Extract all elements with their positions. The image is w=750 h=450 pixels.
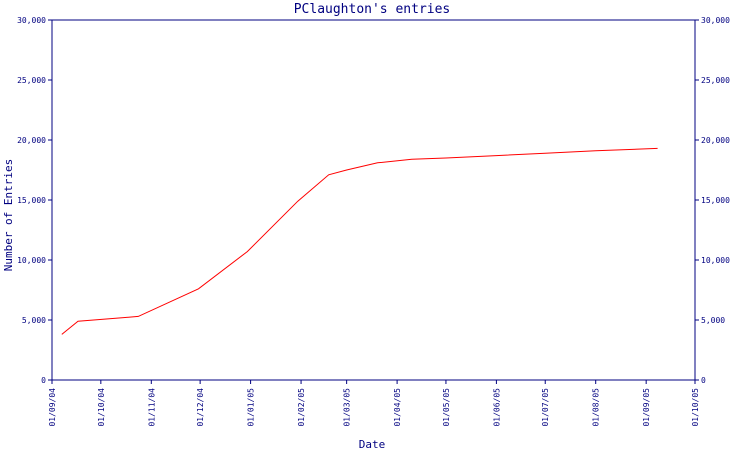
x-tick-label: 01/05/05 [442,388,451,427]
y-tick-label-left: 5,000 [22,316,46,325]
y-tick-label-right: 25,000 [701,76,730,85]
y-axis-ticks: 0 0 5,000 5,000 10,000 10,000 15,000 15,000 20,0… [17,16,730,385]
series-layer [61,147,658,335]
y-tick-label-right: 0 [701,376,706,385]
chart-title: PClaughton's entries [294,2,451,17]
y-tick-label-left: 10,000 [17,256,46,265]
x-tick-label: 01/01/05 [247,388,256,427]
y-tick-label-left: 20,000 [17,136,46,145]
x-tick-label: 01/08/05 [592,388,601,427]
x-tick-label: 01/10/04 [97,388,106,427]
y-tick-label-right: 30,000 [701,16,730,25]
y-tick-label-right: 5,000 [701,316,725,325]
x-tick-label: 01/04/05 [393,388,402,427]
x-tick-label: 01/12/04 [196,388,205,427]
y-tick-label-right: 10,000 [701,256,730,265]
x-tick-label: 01/10/05 [691,388,700,427]
y-tick-label-left: 15,000 [17,196,46,205]
y-axis-label: Number of Entries [2,159,15,272]
series-line [61,147,658,335]
y-tick-label-right: 20,000 [701,136,730,145]
y-tick-label-left: 30,000 [17,16,46,25]
x-tick-label: 01/07/05 [541,388,550,427]
y-tick-label-left: 25,000 [17,76,46,85]
x-tick-label: 01/03/05 [343,388,352,427]
y-tick-label-right: 15,000 [701,196,730,205]
x-tick-label: 01/09/04 [48,388,57,427]
x-tick-label: 01/02/05 [297,388,306,427]
x-tick-label: 01/06/05 [492,388,501,427]
x-tick-label: 01/09/05 [642,388,651,427]
x-axis-label: Date [359,438,386,450]
x-tick-label: 01/11/04 [147,388,156,427]
x-axis-ticks: 01/09/04 01/10/04 01/11/04 01/12/04 01/01/05… [48,380,700,427]
y-tick-label-left: 0 [41,376,46,385]
